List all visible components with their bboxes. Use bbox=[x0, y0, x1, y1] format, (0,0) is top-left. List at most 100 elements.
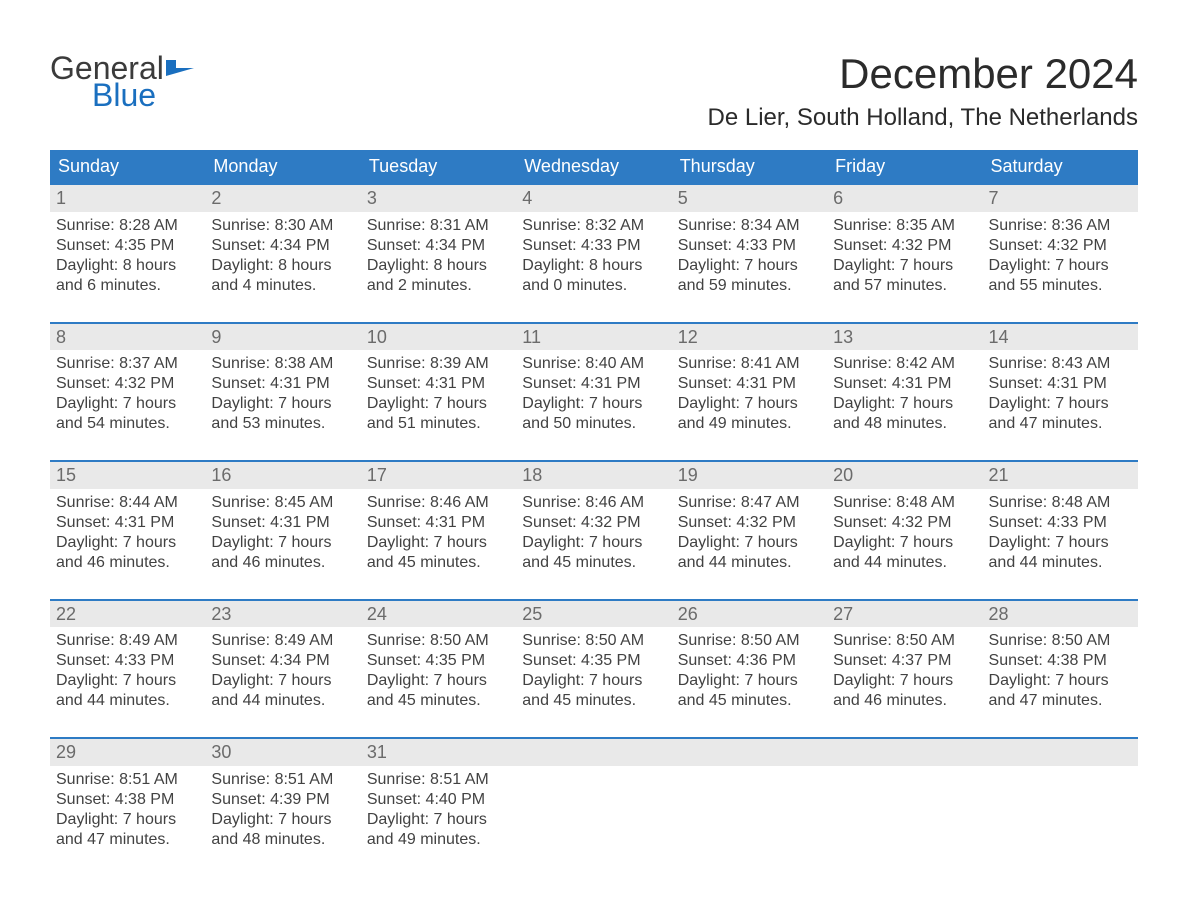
calendar-day-cell: 23Sunrise: 8:49 AMSunset: 4:34 PMDayligh… bbox=[205, 601, 360, 718]
daylight-line: Daylight: 7 hours bbox=[678, 394, 821, 414]
sunrise-line: Sunrise: 8:35 AM bbox=[833, 216, 976, 236]
sunset-line: Sunset: 4:31 PM bbox=[211, 513, 354, 533]
sunset-line: Sunset: 4:40 PM bbox=[367, 790, 510, 810]
calendar-day-cell: 27Sunrise: 8:50 AMSunset: 4:37 PMDayligh… bbox=[827, 601, 982, 718]
daylight-line: and 0 minutes. bbox=[522, 276, 665, 296]
sunrise-line: Sunrise: 8:50 AM bbox=[367, 631, 510, 651]
day-number: 6 bbox=[827, 185, 982, 212]
daylight-line: Daylight: 7 hours bbox=[833, 256, 976, 276]
day-details bbox=[983, 766, 1138, 776]
day-number: 11 bbox=[516, 324, 671, 351]
weekday-header: Saturday bbox=[983, 150, 1138, 183]
sunrise-line: Sunrise: 8:31 AM bbox=[367, 216, 510, 236]
sunset-line: Sunset: 4:37 PM bbox=[833, 651, 976, 671]
daylight-line: and 53 minutes. bbox=[211, 414, 354, 434]
sunrise-line: Sunrise: 8:47 AM bbox=[678, 493, 821, 513]
calendar-week: 8Sunrise: 8:37 AMSunset: 4:32 PMDaylight… bbox=[50, 322, 1138, 441]
calendar-day-cell bbox=[516, 739, 671, 856]
sunset-line: Sunset: 4:31 PM bbox=[211, 374, 354, 394]
day-number: 31 bbox=[361, 739, 516, 766]
day-details: Sunrise: 8:45 AMSunset: 4:31 PMDaylight:… bbox=[205, 489, 360, 579]
sunrise-line: Sunrise: 8:43 AM bbox=[989, 354, 1132, 374]
sunset-line: Sunset: 4:32 PM bbox=[678, 513, 821, 533]
calendar-day-cell: 24Sunrise: 8:50 AMSunset: 4:35 PMDayligh… bbox=[361, 601, 516, 718]
daylight-line: Daylight: 7 hours bbox=[833, 671, 976, 691]
sunset-line: Sunset: 4:35 PM bbox=[56, 236, 199, 256]
daylight-line: and 44 minutes. bbox=[678, 553, 821, 573]
calendar-week: 29Sunrise: 8:51 AMSunset: 4:38 PMDayligh… bbox=[50, 737, 1138, 856]
day-details: Sunrise: 8:48 AMSunset: 4:32 PMDaylight:… bbox=[827, 489, 982, 579]
sunset-line: Sunset: 4:32 PM bbox=[522, 513, 665, 533]
calendar-day-cell: 8Sunrise: 8:37 AMSunset: 4:32 PMDaylight… bbox=[50, 324, 205, 441]
calendar-day-cell: 17Sunrise: 8:46 AMSunset: 4:31 PMDayligh… bbox=[361, 462, 516, 579]
day-number: 22 bbox=[50, 601, 205, 628]
day-number: 26 bbox=[672, 601, 827, 628]
sunrise-line: Sunrise: 8:46 AM bbox=[522, 493, 665, 513]
day-number: 14 bbox=[983, 324, 1138, 351]
day-details bbox=[516, 766, 671, 776]
calendar-day-cell: 14Sunrise: 8:43 AMSunset: 4:31 PMDayligh… bbox=[983, 324, 1138, 441]
daylight-line: Daylight: 7 hours bbox=[56, 394, 199, 414]
calendar-day-cell: 31Sunrise: 8:51 AMSunset: 4:40 PMDayligh… bbox=[361, 739, 516, 856]
calendar-day-cell bbox=[827, 739, 982, 856]
day-number: 19 bbox=[672, 462, 827, 489]
weekday-header: Tuesday bbox=[361, 150, 516, 183]
day-number: 9 bbox=[205, 324, 360, 351]
daylight-line: and 57 minutes. bbox=[833, 276, 976, 296]
sunrise-line: Sunrise: 8:36 AM bbox=[989, 216, 1132, 236]
day-number: 15 bbox=[50, 462, 205, 489]
calendar-day-cell: 20Sunrise: 8:48 AMSunset: 4:32 PMDayligh… bbox=[827, 462, 982, 579]
sunset-line: Sunset: 4:35 PM bbox=[367, 651, 510, 671]
sunrise-line: Sunrise: 8:50 AM bbox=[989, 631, 1132, 651]
daylight-line: Daylight: 7 hours bbox=[833, 533, 976, 553]
daylight-line: and 44 minutes. bbox=[56, 691, 199, 711]
weekday-header: Monday bbox=[205, 150, 360, 183]
calendar-day-cell: 10Sunrise: 8:39 AMSunset: 4:31 PMDayligh… bbox=[361, 324, 516, 441]
day-number: 16 bbox=[205, 462, 360, 489]
daylight-line: Daylight: 7 hours bbox=[367, 533, 510, 553]
sunset-line: Sunset: 4:32 PM bbox=[833, 236, 976, 256]
sunrise-line: Sunrise: 8:46 AM bbox=[367, 493, 510, 513]
daylight-line: Daylight: 7 hours bbox=[211, 671, 354, 691]
day-number: 24 bbox=[361, 601, 516, 628]
sunset-line: Sunset: 4:31 PM bbox=[678, 374, 821, 394]
day-details: Sunrise: 8:28 AMSunset: 4:35 PMDaylight:… bbox=[50, 212, 205, 302]
weekday-header: Friday bbox=[827, 150, 982, 183]
daylight-line: Daylight: 7 hours bbox=[678, 533, 821, 553]
calendar-day-cell: 16Sunrise: 8:45 AMSunset: 4:31 PMDayligh… bbox=[205, 462, 360, 579]
day-number: 7 bbox=[983, 185, 1138, 212]
sunset-line: Sunset: 4:31 PM bbox=[367, 513, 510, 533]
calendar: SundayMondayTuesdayWednesdayThursdayFrid… bbox=[50, 150, 1138, 856]
sunset-line: Sunset: 4:33 PM bbox=[678, 236, 821, 256]
logo-word-2: Blue bbox=[92, 77, 194, 114]
sunrise-line: Sunrise: 8:42 AM bbox=[833, 354, 976, 374]
day-details: Sunrise: 8:50 AMSunset: 4:38 PMDaylight:… bbox=[983, 627, 1138, 717]
logo: General Blue bbox=[50, 50, 194, 114]
day-details: Sunrise: 8:46 AMSunset: 4:32 PMDaylight:… bbox=[516, 489, 671, 579]
location-subtitle: De Lier, South Holland, The Netherlands bbox=[708, 104, 1139, 132]
daylight-line: and 59 minutes. bbox=[678, 276, 821, 296]
sunrise-line: Sunrise: 8:32 AM bbox=[522, 216, 665, 236]
sunset-line: Sunset: 4:33 PM bbox=[56, 651, 199, 671]
day-number: 20 bbox=[827, 462, 982, 489]
sunrise-line: Sunrise: 8:49 AM bbox=[56, 631, 199, 651]
day-number: 25 bbox=[516, 601, 671, 628]
calendar-day-cell: 29Sunrise: 8:51 AMSunset: 4:38 PMDayligh… bbox=[50, 739, 205, 856]
calendar-day-cell: 7Sunrise: 8:36 AMSunset: 4:32 PMDaylight… bbox=[983, 185, 1138, 302]
daylight-line: and 45 minutes. bbox=[522, 691, 665, 711]
calendar-day-cell: 15Sunrise: 8:44 AMSunset: 4:31 PMDayligh… bbox=[50, 462, 205, 579]
day-details: Sunrise: 8:39 AMSunset: 4:31 PMDaylight:… bbox=[361, 350, 516, 440]
daylight-line: Daylight: 7 hours bbox=[56, 671, 199, 691]
calendar-day-cell: 28Sunrise: 8:50 AMSunset: 4:38 PMDayligh… bbox=[983, 601, 1138, 718]
day-number: 18 bbox=[516, 462, 671, 489]
calendar-week: 1Sunrise: 8:28 AMSunset: 4:35 PMDaylight… bbox=[50, 183, 1138, 302]
daylight-line: Daylight: 7 hours bbox=[367, 394, 510, 414]
daylight-line: and 51 minutes. bbox=[367, 414, 510, 434]
weekday-header: Sunday bbox=[50, 150, 205, 183]
sunrise-line: Sunrise: 8:51 AM bbox=[56, 770, 199, 790]
daylight-line: and 44 minutes. bbox=[833, 553, 976, 573]
weekday-header-row: SundayMondayTuesdayWednesdayThursdayFrid… bbox=[50, 150, 1138, 183]
calendar-day-cell: 30Sunrise: 8:51 AMSunset: 4:39 PMDayligh… bbox=[205, 739, 360, 856]
calendar-day-cell: 3Sunrise: 8:31 AMSunset: 4:34 PMDaylight… bbox=[361, 185, 516, 302]
day-details: Sunrise: 8:47 AMSunset: 4:32 PMDaylight:… bbox=[672, 489, 827, 579]
